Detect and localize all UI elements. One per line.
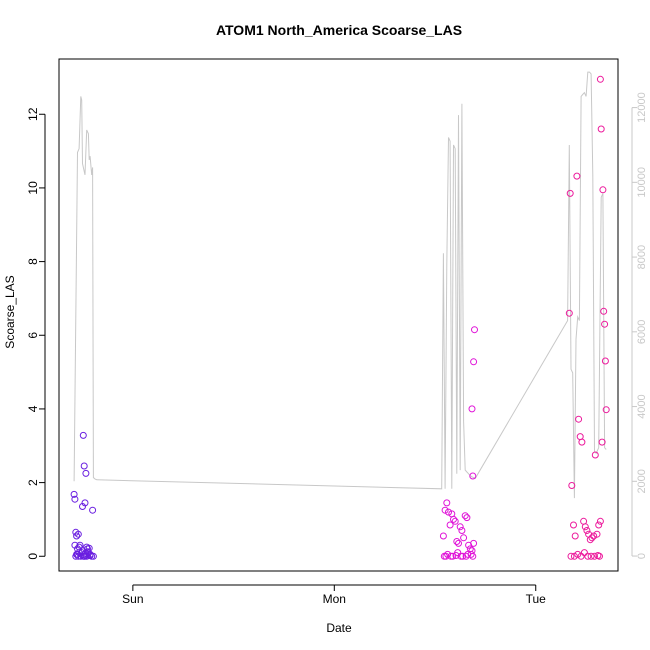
- data-point: [597, 125, 605, 133]
- data-point: [587, 552, 595, 560]
- data-point: [601, 357, 609, 365]
- data-point: [598, 438, 606, 446]
- y2-tick-label: 8000: [636, 245, 648, 269]
- y2-tick-label: 10000: [636, 167, 648, 198]
- data-point: [591, 451, 599, 459]
- x-tick-label: Mon: [323, 592, 346, 606]
- data-point: [72, 528, 80, 536]
- data-point: [566, 189, 574, 197]
- data-point: [458, 527, 466, 534]
- data-point: [89, 506, 97, 514]
- data-point: [588, 534, 596, 542]
- data-point: [600, 307, 608, 315]
- y-tick-label: 6: [26, 332, 40, 339]
- data-point: [596, 75, 604, 83]
- data-point: [567, 552, 575, 560]
- data-point: [461, 512, 469, 520]
- data-point: [590, 532, 598, 540]
- data-point: [445, 508, 452, 516]
- data-point: [80, 462, 88, 470]
- data-point: [568, 482, 576, 489]
- data-point: [470, 539, 478, 547]
- data-point: [76, 541, 84, 549]
- y2-tick-label: 0: [636, 553, 648, 559]
- data-point: [574, 550, 582, 558]
- chart-title: ATOM1 North_America Scoarse_LAS: [216, 22, 462, 38]
- data-point: [471, 326, 478, 334]
- data-point: [467, 550, 475, 558]
- x-axis-label: Date: [326, 621, 352, 635]
- y2-tick-label: 6000: [636, 320, 648, 344]
- data-point: [601, 320, 609, 328]
- data-point: [602, 406, 610, 414]
- y-tick-label: 12: [26, 107, 40, 121]
- plot-frame: [58, 58, 619, 572]
- y-axis-label: Scoarse_LAS: [3, 275, 17, 348]
- data-point: [596, 517, 604, 525]
- data-point: [75, 549, 83, 557]
- data-point: [453, 538, 461, 545]
- data-point: [584, 552, 592, 560]
- data-point: [73, 532, 81, 540]
- data-point: [446, 521, 454, 529]
- data-point: [81, 552, 89, 560]
- background-count-line: [73, 71, 607, 499]
- data-point: [451, 517, 459, 525]
- data-point: [468, 405, 476, 413]
- data-point: [573, 172, 581, 180]
- data-point: [570, 521, 577, 529]
- y-tick-label: 10: [26, 181, 40, 195]
- data-point: [595, 521, 603, 529]
- data-point: [452, 552, 460, 559]
- data-point: [442, 552, 450, 560]
- data-point: [469, 472, 477, 480]
- data-point: [457, 552, 465, 560]
- data-point: [580, 549, 588, 557]
- y-tick-label: 0: [26, 553, 40, 560]
- y2-tick-label: 12000: [636, 92, 648, 123]
- data-point: [70, 490, 78, 498]
- data-point: [81, 499, 89, 507]
- data-point: [470, 358, 478, 366]
- data-point: [460, 534, 468, 542]
- data-point: [463, 514, 471, 522]
- data-point: [443, 499, 451, 507]
- y-tick-label: 8: [26, 258, 40, 265]
- data-point: [591, 552, 598, 560]
- data-point: [71, 495, 79, 503]
- data-point: [581, 523, 589, 531]
- data-point: [456, 523, 464, 531]
- data-point: [450, 515, 457, 523]
- data-point: [89, 552, 97, 560]
- data-point: [441, 506, 449, 514]
- x-tick-label: Tue: [526, 592, 547, 606]
- data-point: [571, 532, 579, 540]
- y-tick-label: 2: [26, 479, 40, 486]
- data-point: [79, 431, 87, 439]
- data-point: [583, 527, 591, 534]
- data-point: [578, 438, 586, 446]
- data-point: [86, 552, 94, 559]
- data-point: [439, 532, 447, 540]
- data-point: [596, 552, 603, 560]
- data-point: [455, 539, 462, 547]
- data-point: [575, 415, 583, 423]
- data-point: [599, 186, 607, 194]
- data-point: [565, 309, 573, 317]
- y2-tick-label: 4000: [636, 394, 648, 418]
- data-point: [447, 552, 455, 560]
- y2-tick-label: 2000: [636, 469, 648, 493]
- chart-marks: 0 2 4 6 8 10 12 Sun Mon Tue 0 2000 4000 6000 8000 10000…: [26, 71, 648, 606]
- y-tick-label: 4: [26, 405, 40, 412]
- data-point: [469, 552, 477, 560]
- data-point: [82, 469, 90, 477]
- data-point: [593, 530, 601, 538]
- x-tick-label: Sun: [122, 592, 143, 606]
